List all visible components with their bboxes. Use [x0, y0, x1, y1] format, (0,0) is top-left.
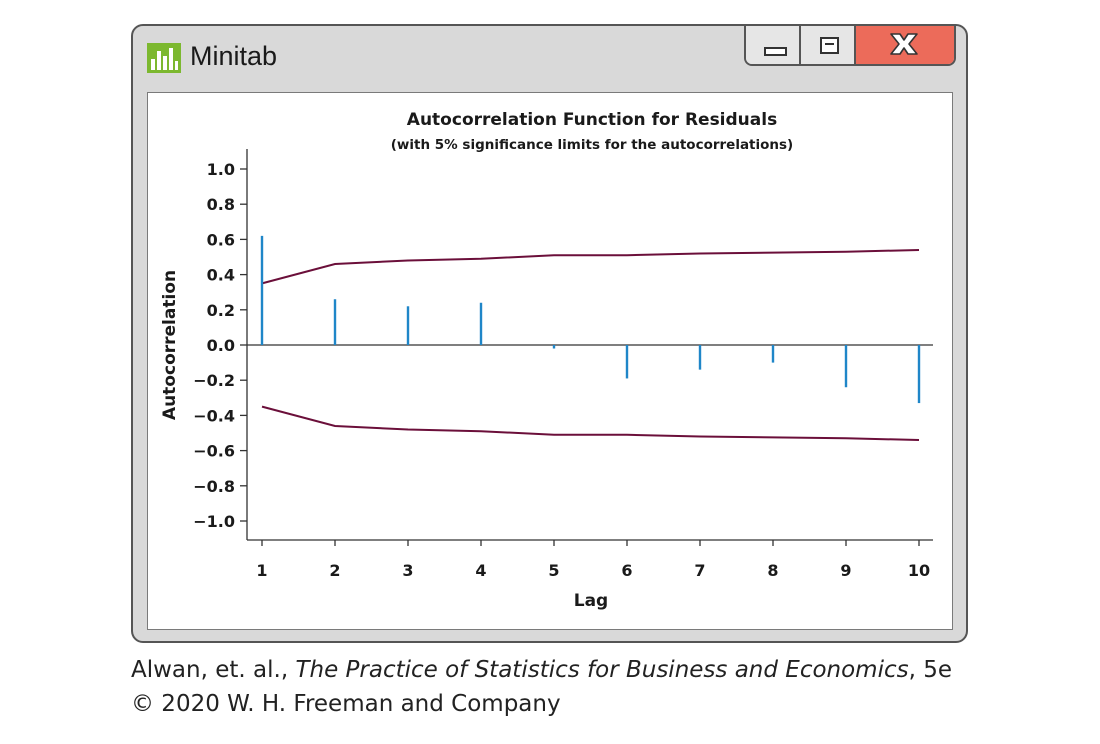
y-tick-label: −0.4: [193, 406, 235, 425]
x-tick-label: 6: [621, 561, 632, 580]
x-tick-label: 2: [329, 561, 340, 580]
maximize-button[interactable]: [801, 26, 856, 64]
chart-subtitle: (with 5% significance limits for the aut…: [390, 137, 794, 153]
significance-limit-upper: [261, 249, 920, 285]
x-tick-label: 4: [475, 561, 486, 580]
y-tick-label: −1.0: [193, 512, 235, 531]
minimize-button[interactable]: [746, 26, 801, 64]
figure-caption: Alwan, et. al., The Practice of Statisti…: [131, 653, 952, 721]
y-tick-label: 0.8: [207, 195, 235, 214]
title-bar[interactable]: Minitab: [133, 26, 966, 92]
y-tick-label: 1.0: [207, 160, 235, 179]
significance-limit-lower: [261, 405, 920, 441]
x-tick-label: 10: [908, 561, 930, 580]
y-tick-label: −0.2: [193, 371, 235, 390]
caption-edition: , 5e: [908, 657, 953, 683]
x-tick-label: 7: [694, 561, 705, 580]
x-tick-label: 9: [840, 561, 851, 580]
window-title: Minitab: [190, 41, 278, 71]
window-controls: [744, 26, 956, 66]
x-axis-label: Lag: [573, 591, 609, 611]
minitab-bar-chart-icon: [147, 43, 181, 73]
caption-book-title: The Practice of Statistics for Business …: [295, 657, 909, 683]
y-tick-label: −0.8: [193, 477, 235, 496]
caption-authors: Alwan, et. al.,: [131, 657, 296, 683]
x-tick-label: 5: [548, 561, 559, 580]
caption-citation: Alwan, et. al., The Practice of Statisti…: [131, 653, 952, 687]
x-tick-label: 8: [767, 561, 778, 580]
y-tick-label: 0.6: [207, 230, 235, 249]
y-tick-label: 0.4: [207, 266, 235, 285]
close-button[interactable]: [856, 26, 954, 64]
y-tick-label: 0.2: [207, 301, 235, 320]
close-icon: [890, 33, 918, 55]
x-tick-label: 1: [256, 561, 267, 580]
maximize-icon: [820, 37, 839, 54]
caption-copyright: © 2020 W. H. Freeman and Company: [131, 691, 561, 717]
chart-title: Autocorrelation Function for Residuals: [406, 110, 778, 130]
minimize-icon: [764, 47, 787, 56]
y-tick-label: −0.6: [193, 442, 235, 461]
y-tick-label: 0.0: [207, 336, 235, 355]
x-tick-label: 3: [402, 561, 413, 580]
